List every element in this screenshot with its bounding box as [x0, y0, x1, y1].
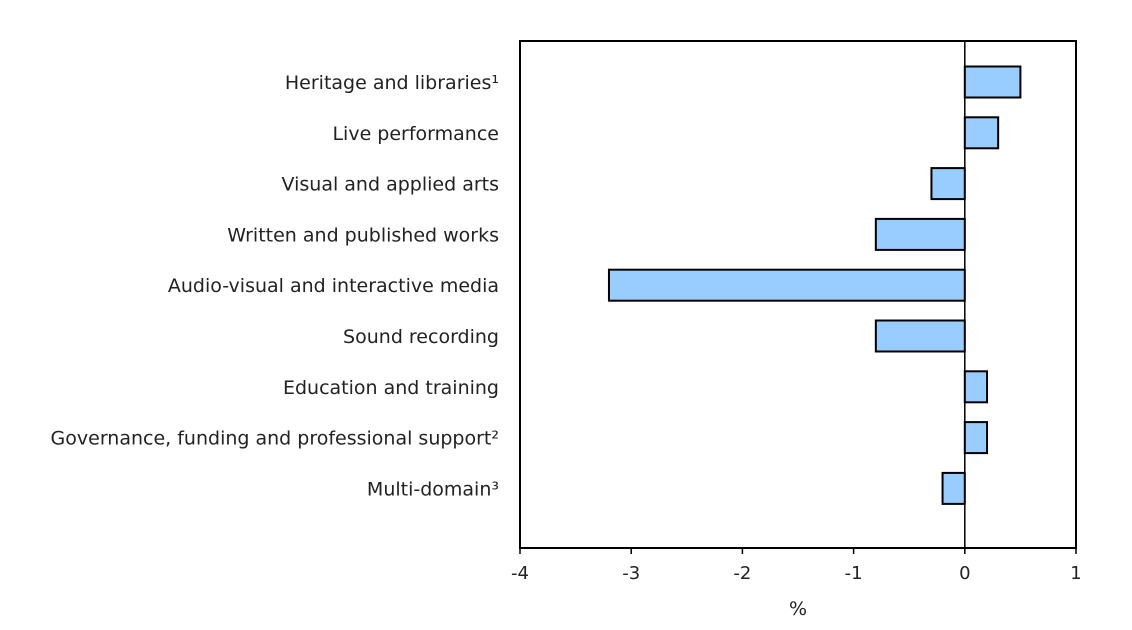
- category-label: Live performance: [332, 123, 499, 145]
- bar: [963, 116, 1000, 150]
- bars-layer: [607, 65, 1022, 505]
- x-tick-label: -1: [845, 563, 863, 584]
- plot-frame: [519, 40, 1077, 549]
- category-label: Governance, funding and professional sup…: [51, 428, 499, 450]
- category-label: Education and training: [283, 377, 499, 399]
- bar: [963, 421, 989, 455]
- bar: [874, 217, 966, 251]
- bar: [963, 65, 1022, 99]
- bar: [963, 370, 989, 404]
- category-label: Visual and applied arts: [282, 174, 499, 196]
- category-label: Sound recording: [343, 326, 499, 348]
- category-label: Written and published works: [227, 224, 499, 246]
- category-label: Audio-visual and interactive media: [168, 275, 499, 297]
- bar: [930, 167, 966, 201]
- category-label: Multi-domain³: [367, 478, 499, 500]
- x-tick-label: 1: [1070, 563, 1081, 584]
- x-tick-label: -4: [511, 563, 529, 584]
- x-axis-title: %: [789, 598, 807, 620]
- bar: [874, 319, 966, 353]
- x-axis-ticks: -4 -3 -2 -1 0 1: [511, 548, 1082, 584]
- bar: [941, 471, 966, 505]
- x-tick-label: -2: [733, 563, 751, 584]
- x-tick-label: -3: [622, 563, 640, 584]
- category-labels: Heritage and libraries¹ Live performance V…: [51, 72, 499, 500]
- bar: [607, 268, 966, 302]
- category-label: Heritage and libraries¹: [285, 72, 499, 94]
- x-tick-label: 0: [959, 563, 970, 584]
